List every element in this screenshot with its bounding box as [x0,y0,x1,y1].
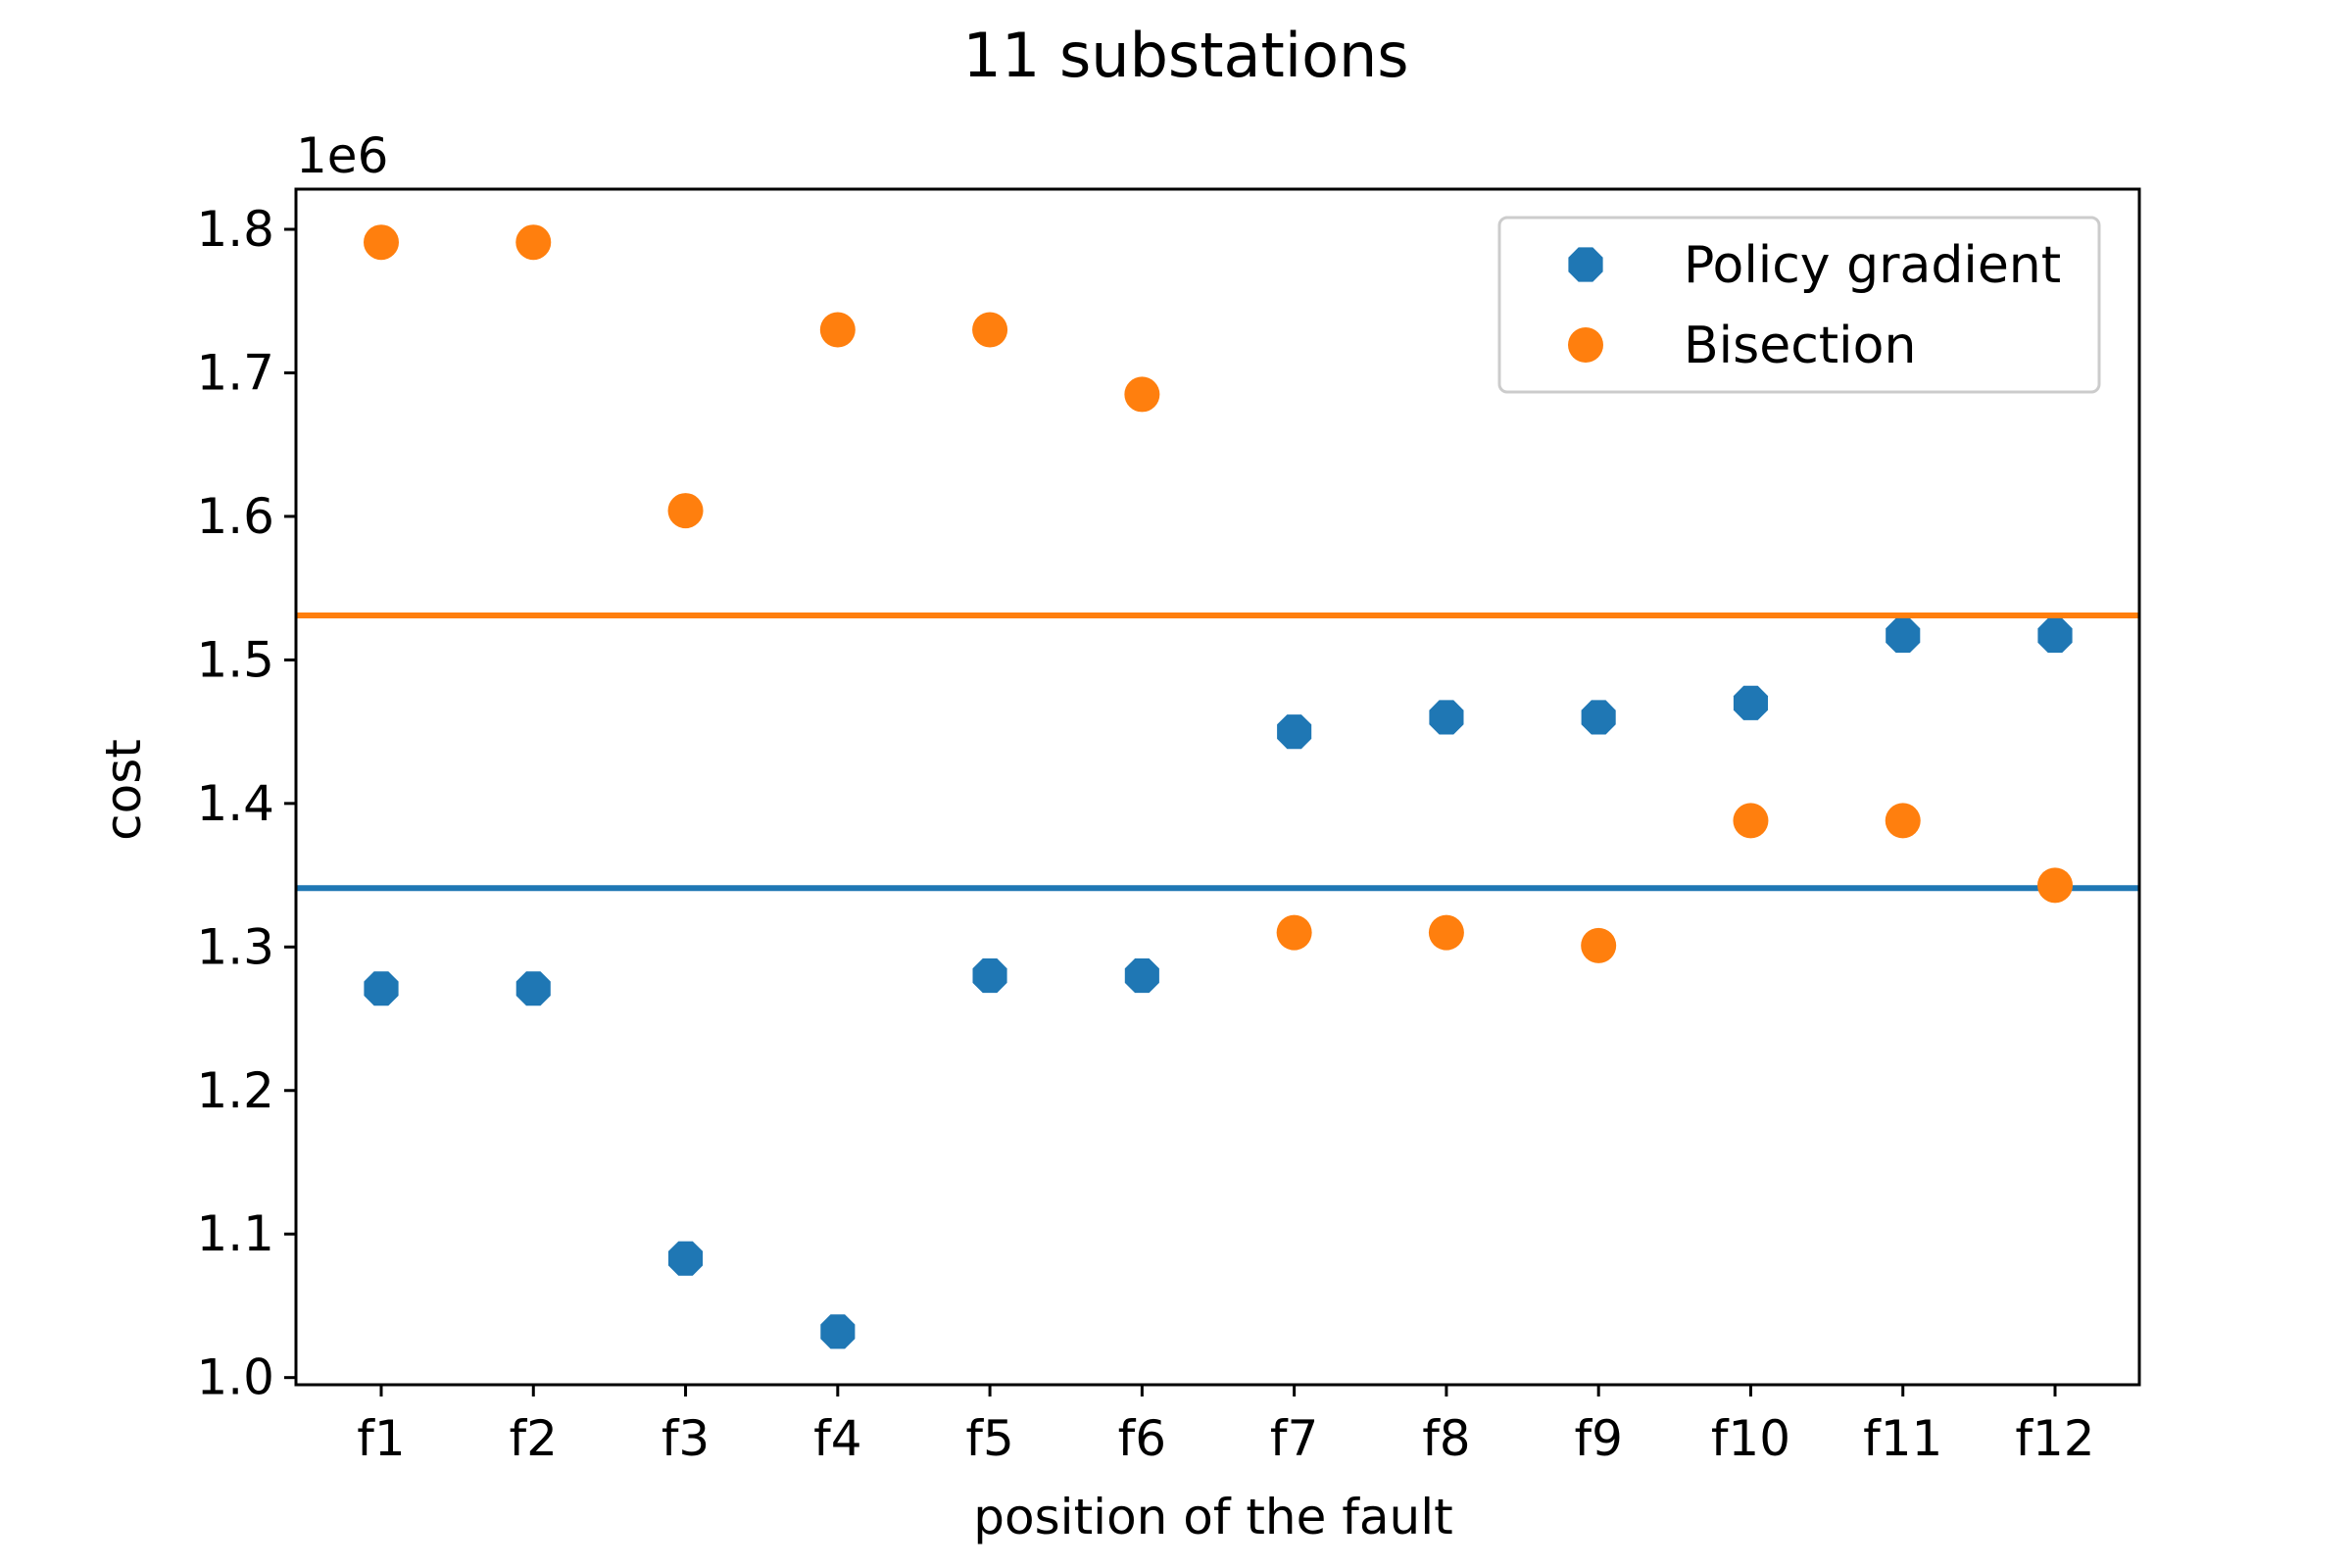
data-point-series-1-f8 [1429,700,1464,735]
data-point-series-2-f2 [515,224,552,261]
x-tick-label: f5 [965,1410,1013,1467]
x-tick-label: f7 [1270,1410,1318,1467]
data-point-series-2-f5 [972,312,1008,348]
x-tick-label: f8 [1422,1410,1470,1467]
data-point-series-2-f7 [1276,914,1312,951]
y-axis-offset-label: 1e6 [296,127,388,184]
x-tick-label: f3 [662,1410,710,1467]
y-tick-label: 1.8 [196,201,274,258]
x-tick-label: f2 [510,1410,558,1467]
data-point-series-2-f6 [1124,376,1160,413]
data-point-series-1-f12 [2037,617,2073,653]
legend-marker-series-1 [1568,247,1603,282]
plot-area [294,187,2141,1387]
data-point-series-1-f11 [1886,617,1921,653]
x-tick-label: f1 [357,1410,405,1467]
x-tick-label: f10 [1711,1410,1790,1467]
chart-title: 11 substations [962,20,1408,91]
y-axis-label: cost [95,739,152,841]
data-point-series-1-f3 [668,1241,704,1276]
data-point-series-1-f7 [1277,714,1312,750]
y-axis: 1.0 1.1 1.2 1.3 1.4 1.5 1.6 1.7 1.8 [196,201,296,1406]
data-point-series-2-f4 [819,312,856,348]
legend: Policy gradient Bisection [1497,216,2101,394]
x-tick-label: f11 [1863,1410,1942,1467]
legend-label-series-2: Bisection [1684,317,1916,375]
x-axis-label: position of the fault [973,1489,1452,1545]
data-point-series-1-f9 [1581,700,1616,735]
data-point-series-2-f3 [667,493,704,529]
y-tick-label: 1.3 [196,918,274,975]
plot-frame [294,187,2141,1387]
data-point-series-2-f8 [1428,914,1464,951]
data-point-series-1-f2 [515,971,551,1006]
x-tick-label: f9 [1574,1410,1622,1467]
legend-marker-series-2 [1568,327,1603,363]
y-tick-label: 1.2 [196,1062,274,1119]
x-tick-label: f6 [1118,1410,1166,1467]
y-tick-label: 1.5 [196,631,274,688]
x-axis: f1 f2 f3 f4 f5 f6 f7 f8 f9 f10 f11 f12 [357,1385,2095,1467]
x-tick-label: f4 [813,1410,861,1467]
data-point-series-2-f1 [364,224,399,261]
y-tick-label: 1.6 [196,488,274,545]
data-point-series-2-f11 [1885,803,1921,839]
y-tick-label: 1.0 [196,1349,274,1406]
y-tick-label: 1.7 [196,344,274,401]
x-tick-label: f12 [2015,1410,2094,1467]
data-point-series-1-f10 [1733,685,1768,720]
legend-frame [1497,216,2101,394]
data-point-series-1-f5 [972,958,1007,994]
y-tick-label: 1.4 [196,775,274,832]
data-point-series-2-f12 [2037,867,2073,904]
y-tick-label: 1.1 [196,1205,274,1262]
data-point-series-2-f10 [1733,803,1769,839]
data-point-series-1-f6 [1124,958,1159,994]
data-point-series-1-f1 [364,971,399,1006]
data-point-series-1-f4 [820,1314,856,1349]
legend-label-series-1: Policy gradient [1684,236,2061,295]
data-point-series-2-f9 [1581,927,1617,963]
